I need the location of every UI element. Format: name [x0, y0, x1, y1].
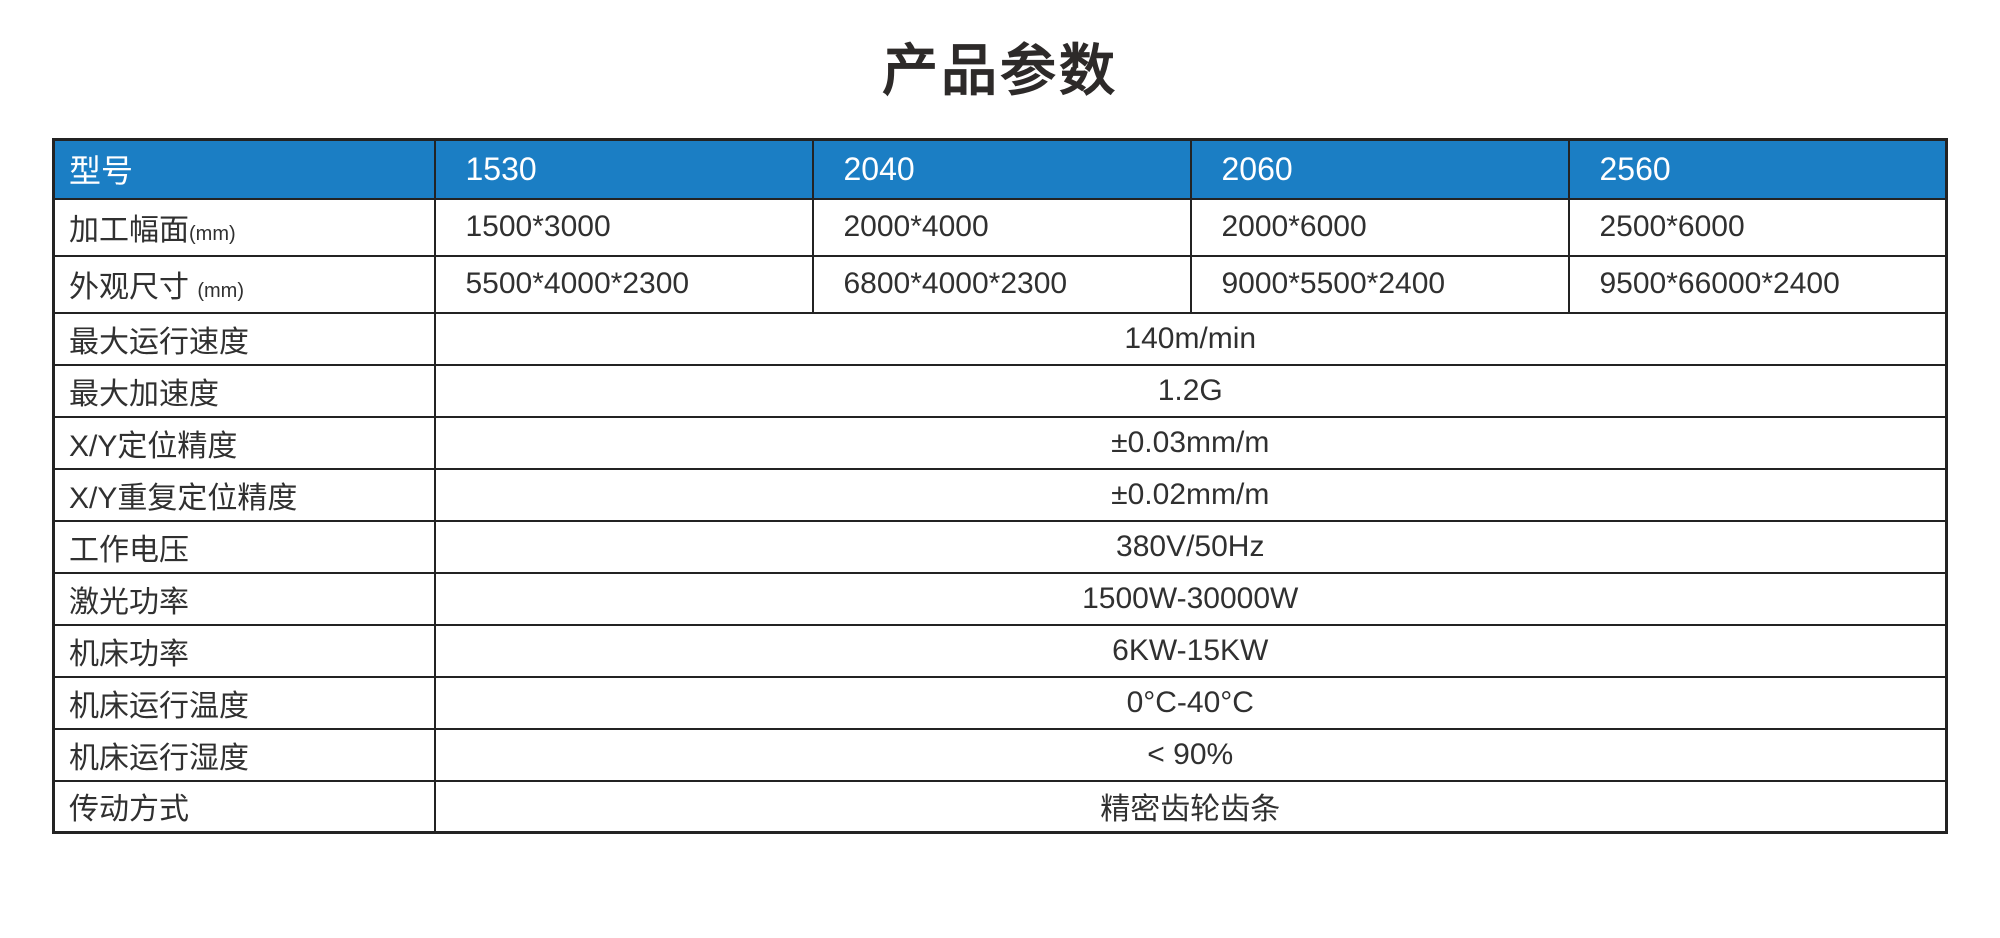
row-label-repeat-accuracy: X/Y重复定位精度 — [52, 467, 436, 522]
row-label-working-area: 加工幅面(mm) — [52, 197, 436, 257]
table-row-working-area: 加工幅面(mm) 1500*3000 2000*4000 2000*6000 2… — [52, 197, 1948, 257]
product-parameters-table: 型号 1530 2040 2060 2560 加工幅面(mm) 1500*300… — [52, 138, 1948, 834]
row-label-machine-power: 机床功率 — [52, 623, 436, 678]
working-area-2060: 2000*6000 — [1189, 197, 1570, 257]
laser-power-value: 1500W-30000W — [433, 571, 1948, 626]
page-title: 产品参数 — [882, 39, 1118, 102]
row-label-max-speed: 最大运行速度 — [52, 311, 436, 366]
table-row-max-acceleration: 最大加速度 1.2G — [52, 363, 1948, 418]
row-label-outer-size: 外观尺寸 (mm) — [52, 254, 436, 314]
header-model-2040: 2040 — [811, 138, 1192, 200]
max-acceleration-value: 1.2G — [433, 363, 1948, 418]
header-model-2560: 2560 — [1567, 138, 1948, 200]
row-label-unit: (mm) — [189, 223, 236, 245]
outer-size-2560: 9500*66000*2400 — [1567, 254, 1948, 314]
working-area-2560: 2500*6000 — [1567, 197, 1948, 257]
header-model-label: 型号 — [52, 138, 436, 200]
table-row-positioning-accuracy: X/Y定位精度 ±0.03mm/m — [52, 415, 1948, 470]
table-row-operating-temperature: 机床运行温度 0°C-40°C — [52, 675, 1948, 730]
operating-temperature-value: 0°C-40°C — [433, 675, 1948, 730]
row-label-working-voltage: 工作电压 — [52, 519, 436, 574]
working-area-1530: 1500*3000 — [433, 197, 814, 257]
table-row-repeat-accuracy: X/Y重复定位精度 ±0.02mm/m — [52, 467, 1948, 522]
working-voltage-value: 380V/50Hz — [433, 519, 1948, 574]
row-label-unit: (mm) — [197, 280, 244, 302]
max-speed-value: 140m/min — [433, 311, 1948, 366]
header-model-2060: 2060 — [1189, 138, 1570, 200]
row-label-positioning-accuracy: X/Y定位精度 — [52, 415, 436, 470]
row-label-text: 加工幅面 — [69, 214, 189, 247]
working-area-2040: 2000*4000 — [811, 197, 1192, 257]
row-label-text: 外观尺寸 — [69, 271, 189, 304]
outer-size-1530: 5500*4000*2300 — [433, 254, 814, 314]
row-label-laser-power: 激光功率 — [52, 571, 436, 626]
row-label-transmission-mode: 传动方式 — [52, 779, 436, 834]
machine-power-value: 6KW-15KW — [433, 623, 1948, 678]
positioning-accuracy-value: ±0.03mm/m — [433, 415, 1948, 470]
outer-size-2060: 9000*5500*2400 — [1189, 254, 1570, 314]
table-row-transmission-mode: 传动方式 精密齿轮齿条 — [52, 779, 1948, 834]
row-label-max-acceleration: 最大加速度 — [52, 363, 436, 418]
table-row-outer-size: 外观尺寸 (mm) 5500*4000*2300 6800*4000*2300 … — [52, 254, 1948, 314]
repeat-accuracy-value: ±0.02mm/m — [433, 467, 1948, 522]
table-row-laser-power: 激光功率 1500W-30000W — [52, 571, 1948, 626]
operating-humidity-value: < 90% — [433, 727, 1948, 782]
table-row-max-speed: 最大运行速度 140m/min — [52, 311, 1948, 366]
transmission-mode-value: 精密齿轮齿条 — [433, 779, 1948, 834]
row-label-operating-temperature: 机床运行温度 — [52, 675, 436, 730]
header-row: 型号 1530 2040 2060 2560 — [52, 138, 1948, 200]
header-model-1530: 1530 — [433, 138, 814, 200]
table-row-working-voltage: 工作电压 380V/50Hz — [52, 519, 1948, 574]
row-label-operating-humidity: 机床运行湿度 — [52, 727, 436, 782]
outer-size-2040: 6800*4000*2300 — [811, 254, 1192, 314]
table-row-operating-humidity: 机床运行湿度 < 90% — [52, 727, 1948, 782]
table-row-machine-power: 机床功率 6KW-15KW — [52, 623, 1948, 678]
